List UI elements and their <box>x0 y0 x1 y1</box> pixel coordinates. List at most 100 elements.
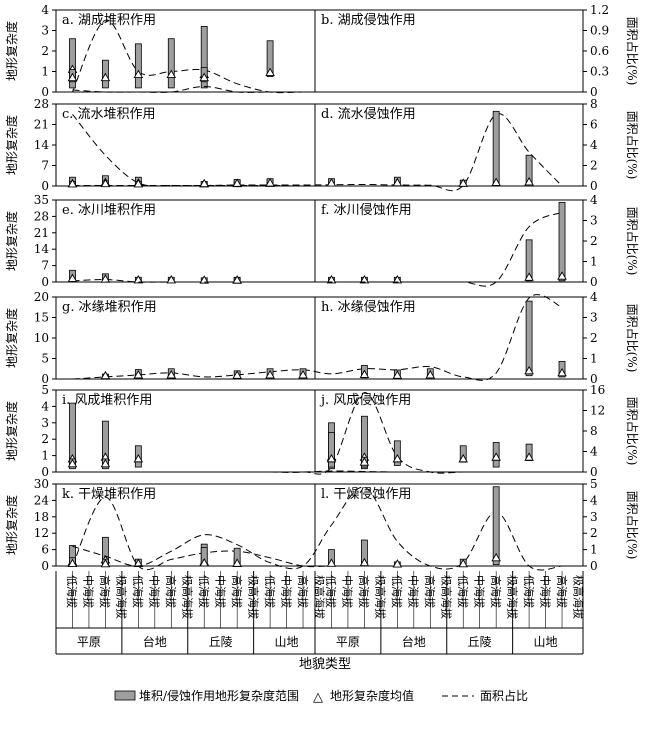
mean-marker <box>67 273 78 282</box>
y-right-tick-label: 2 <box>590 331 598 345</box>
y-tick-label: 2 <box>41 44 49 58</box>
mean-marker <box>265 178 275 187</box>
y-right-tick-label: 0 <box>590 275 598 289</box>
y-tick-label: 4 <box>41 3 49 17</box>
y-right-axis-title: 面积占比(%) <box>625 207 640 276</box>
y-right-tick-label: 1.2 <box>590 3 609 17</box>
y-tick-label: 0 <box>41 465 49 479</box>
mean-marker <box>133 179 144 188</box>
mean-marker <box>326 178 337 187</box>
y-tick-label: 1 <box>41 449 49 463</box>
mean-marker <box>458 558 468 568</box>
y-right-tick-label: 0.6 <box>590 44 609 58</box>
group-label: 台地 <box>402 634 426 649</box>
y-right-tick-label: 8 <box>590 424 598 438</box>
y-tick-label: 7 <box>41 259 49 273</box>
mean-marker <box>557 367 567 377</box>
mean-marker <box>133 558 144 567</box>
area-share-line <box>72 85 562 93</box>
y-right-axis-title: 面积占比(%) <box>625 397 640 466</box>
area-share-line <box>72 294 563 381</box>
chart-row: 0 7 14 21 28 0 2 4 6 8 地形复杂度 面积占比(%) c. 流水堆积作用 d. 流水侵… <box>4 97 640 193</box>
mean-marker <box>392 453 403 463</box>
y-tick-label: 3 <box>41 416 49 430</box>
area-share-line <box>72 113 562 187</box>
mean-marker <box>491 177 501 186</box>
range-bar <box>167 38 175 89</box>
mean-marker <box>67 179 78 188</box>
area-share-line <box>72 19 562 94</box>
mean-marker <box>491 552 501 562</box>
y-tick-label: 14 <box>34 242 50 256</box>
panel-title: h. 冰缘侵蚀作用 <box>321 299 416 315</box>
mean-marker <box>232 178 242 187</box>
mean-marker <box>100 274 111 283</box>
y-tick-label: 28 <box>34 209 49 223</box>
y-right-tick-label: 1 <box>590 543 598 557</box>
mean-marker <box>166 369 177 379</box>
mean-marker <box>524 272 534 281</box>
x-axis-title: 地貌类型 <box>299 657 351 672</box>
y-right-tick-label: 3 <box>590 214 598 228</box>
y-axis-title: 地形复杂度 <box>4 21 19 81</box>
y-right-tick-label: 0 <box>590 465 598 479</box>
mean-marker <box>458 453 468 463</box>
range-bar <box>102 420 109 470</box>
legend-mean-label: 地形复杂度均值 <box>330 688 414 703</box>
mean-marker <box>199 558 209 567</box>
y-axis-title: 地形复杂度 <box>4 495 19 555</box>
area-share-line <box>72 113 563 192</box>
y-right-tick-label: 2 <box>590 234 598 248</box>
y-right-tick-label: 0 <box>590 372 598 386</box>
y-right-tick-label: 2 <box>590 526 598 540</box>
y-right-tick-label: 2 <box>590 159 598 173</box>
y-tick-label: 0 <box>41 179 49 193</box>
chart-row: 0 7 14 21 28 35 0 1 2 3 4 地形复杂度 面积占比(%) e. 冰川堆积作用 f. 冰… <box>4 193 640 289</box>
range-bar <box>525 239 533 282</box>
range-bar <box>266 40 274 78</box>
x-axis-labels: 低海拔 中海拔 高海拔 极高海拔平原低海拔 中海拔 高海拔 极高海拔台地低海拔 中海拔 高海拔极… <box>55 571 585 655</box>
area-share-line <box>72 470 562 473</box>
mean-marker <box>232 275 242 284</box>
y-right-tick-label: 0 <box>590 559 598 573</box>
y-tick-label: 21 <box>34 118 49 132</box>
y-right-tick-label: 4 <box>590 193 598 207</box>
panel-title: i. 风成堆积作用 <box>62 393 152 408</box>
mean-marker <box>326 558 337 567</box>
panel-title: k. 干燥堆积作用 <box>62 487 156 502</box>
mean-marker <box>491 452 501 461</box>
mean-marker <box>425 369 436 379</box>
y-tick-label: 4 <box>41 399 49 413</box>
area-share-line <box>72 392 562 475</box>
y-tick-label: 24 <box>34 493 50 507</box>
mean-marker <box>100 178 111 188</box>
y-tick-label: 1 <box>41 65 49 79</box>
mean-marker <box>392 274 403 284</box>
group-label: 台地 <box>143 634 167 649</box>
legend-mean-icon: △ <box>313 690 323 705</box>
panel-title: j. 风成侵蚀作用 <box>319 392 411 408</box>
panel-title: l. 干燥侵蚀作用 <box>321 486 411 502</box>
range-bar <box>393 440 401 466</box>
y-right-tick-label: 0.9 <box>590 24 609 38</box>
mean-marker <box>100 72 111 82</box>
mean-marker <box>392 559 403 568</box>
legend-line-label: 面积占比 <box>480 688 528 703</box>
mean-marker <box>199 72 209 82</box>
y-tick-label: 5 <box>41 352 49 366</box>
y-tick-label: 18 <box>34 510 49 524</box>
mean-marker <box>100 370 111 380</box>
y-tick-label: 10 <box>34 331 49 345</box>
y-tick-label: 0 <box>41 559 49 573</box>
area-share-line <box>72 486 563 571</box>
mean-marker <box>359 369 370 378</box>
y-right-tick-label: 5 <box>590 477 598 491</box>
mean-marker <box>265 67 275 76</box>
range-bar <box>361 415 368 470</box>
mean-marker <box>458 178 468 187</box>
y-tick-label: 30 <box>34 477 49 491</box>
mean-marker <box>133 369 144 379</box>
group-label: 山地 <box>534 635 558 649</box>
